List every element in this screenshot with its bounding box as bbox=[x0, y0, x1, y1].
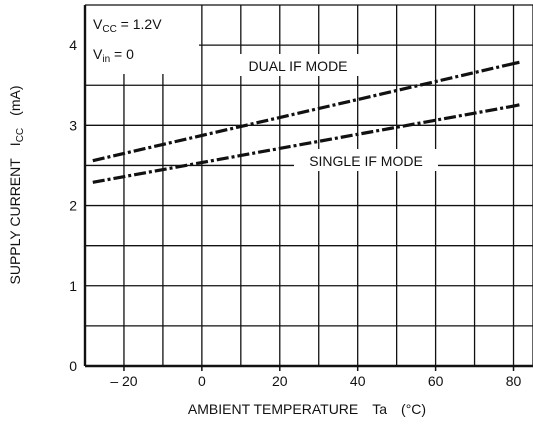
vin-annotation-symbol: V bbox=[93, 46, 103, 62]
dual-if-mode-series-extension bbox=[513, 60, 522, 66]
single-if-mode-series-extension bbox=[513, 102, 522, 108]
vin-annotation-value: = 0 bbox=[110, 46, 134, 62]
x-axis-symbol: Ta bbox=[372, 401, 387, 417]
x-axis-title: AMBIENT TEMPERATURE Ta (°C) bbox=[188, 401, 426, 417]
condition-box bbox=[85, 5, 199, 74]
vcc-annotation-subscript: CC bbox=[102, 24, 116, 35]
vcc-annotation-value: = 1.2V bbox=[117, 16, 162, 32]
single-if-mode-series-line bbox=[92, 104, 514, 184]
annotation-layer: VCC = 1.2V Vin = 0 DUAL IF MODE SINGLE I… bbox=[85, 5, 438, 171]
single-if-mode-label-bg bbox=[294, 149, 438, 171]
y-tick-label: 4 bbox=[69, 37, 77, 53]
series-layer bbox=[92, 60, 522, 184]
x-tick-label: 80 bbox=[506, 373, 522, 389]
y-axis-label: SUPPLY CURRENT bbox=[7, 158, 23, 285]
vcc-annotation-symbol: V bbox=[93, 16, 103, 32]
y-axis-unit: (mA) bbox=[7, 86, 23, 116]
vcc-annotation: VCC = 1.2V bbox=[93, 16, 162, 35]
y-tick-label: 1 bbox=[69, 278, 77, 294]
axis-layer: – 20 0 20 40 60 80 0 1 2 3 4 bbox=[69, 4, 533, 389]
x-axis-label: AMBIENT TEMPERATURE bbox=[188, 401, 358, 417]
single-if-mode-label: SINGLE IF MODE bbox=[309, 153, 423, 169]
y-axis-symbol: I bbox=[7, 142, 23, 146]
dual-if-mode-label-bg bbox=[230, 54, 366, 76]
x-tick-label: 20 bbox=[272, 373, 288, 389]
y-tick-label: 2 bbox=[69, 198, 77, 214]
x-tick-label: 0 bbox=[198, 373, 206, 389]
vin-annotation: Vin = 0 bbox=[93, 46, 134, 65]
dual-if-mode-label: DUAL IF MODE bbox=[248, 58, 347, 74]
y-tick-label: 0 bbox=[69, 358, 77, 374]
axis-labels: AMBIENT TEMPERATURE Ta (°C) SUPPLY CURRENT… bbox=[7, 86, 426, 417]
x-tick-label: 40 bbox=[350, 373, 366, 389]
x-axis-unit: (°C) bbox=[401, 401, 426, 417]
y-axis-title: SUPPLY CURRENT ICC (mA) bbox=[7, 86, 26, 285]
x-tick-label: – 20 bbox=[110, 373, 137, 389]
vin-annotation-subscript: in bbox=[102, 54, 110, 65]
dual-if-mode-series-line bbox=[92, 62, 514, 163]
x-tick-label: 60 bbox=[428, 373, 444, 389]
y-tick-label: 3 bbox=[69, 117, 77, 133]
y-axis-symbol-subscript: CC bbox=[15, 128, 26, 142]
